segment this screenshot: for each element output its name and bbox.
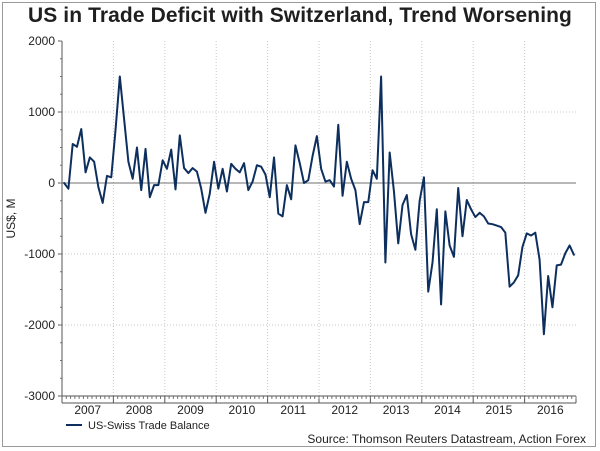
x-tick-label: 2009 (177, 403, 204, 417)
y-axis-label: US$, M (4, 198, 18, 238)
axes: 2000 1000 0 -1000 -2000 -3000 2007 2008 2009 2010… (24, 34, 577, 417)
x-tick-label: 2008 (126, 403, 153, 417)
y-tick-label: 1000 (28, 105, 55, 119)
x-tick-label: 2014 (434, 403, 461, 417)
series (63, 75, 575, 336)
grid (62, 41, 576, 396)
x-tick-label: 2011 (280, 403, 306, 417)
legend: US-Swiss Trade Balance (66, 420, 210, 432)
y-tick-label: -1000 (24, 247, 55, 261)
x-tick-label: 2012 (331, 403, 358, 417)
y-tick-label: 0 (48, 176, 55, 190)
source-note: Source: Thomson Reuters Datastream, Acti… (307, 432, 586, 446)
y-tick-label: -2000 (24, 318, 55, 332)
x-tick-label: 2007 (74, 403, 101, 417)
y-tick-label: 2000 (28, 34, 55, 48)
x-tick-label: 2013 (383, 403, 410, 417)
x-tick-label: 2010 (229, 403, 256, 417)
y-tick-label: -3000 (24, 389, 55, 403)
chart-frame (2, 2, 596, 447)
chart-title: US in Trade Deficit with Switzerland, Tr… (28, 4, 572, 27)
x-tick-label: 2015 (486, 403, 513, 417)
series-line-us-swiss-trade-balance (63, 75, 575, 336)
x-tick-label: 2016 (537, 403, 564, 417)
legend-label: US-Swiss Trade Balance (88, 420, 210, 432)
